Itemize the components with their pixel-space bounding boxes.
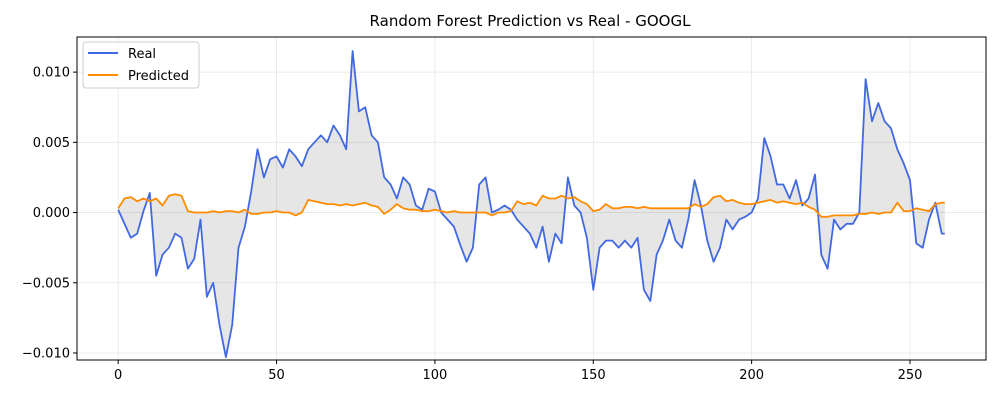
y-tick-label: −0.005: [22, 276, 70, 291]
x-axis-ticks: 0 50 100 150 200 250: [114, 360, 922, 383]
y-tick-label: 0.010: [33, 66, 70, 81]
x-tick-label: 250: [898, 368, 923, 383]
series-line-real: [117, 50, 945, 359]
y-tick-label: −0.010: [22, 346, 70, 361]
x-tick-label: 50: [268, 368, 285, 383]
series-line-predicted: [117, 193, 945, 218]
chart-title: Random Forest Prediction vs Real - GOOGL: [370, 12, 692, 30]
legend: Real Predicted: [82, 41, 200, 89]
y-axis-ticks: −0.010 −0.005 0.000 0.005 0.010: [22, 66, 77, 361]
y-tick-label: 0.000: [33, 206, 70, 221]
grid-lines: [77, 37, 986, 360]
series-lines: [117, 50, 945, 359]
x-tick-label: 0: [114, 368, 122, 383]
y-tick-label: 0.005: [33, 136, 70, 151]
legend-label-predicted: Predicted: [128, 69, 189, 84]
legend-label-real: Real: [128, 47, 156, 62]
x-tick-label: 150: [581, 368, 606, 383]
x-tick-label: 100: [422, 368, 447, 383]
x-tick-label: 200: [739, 368, 764, 383]
plot-frame: [76, 36, 987, 361]
